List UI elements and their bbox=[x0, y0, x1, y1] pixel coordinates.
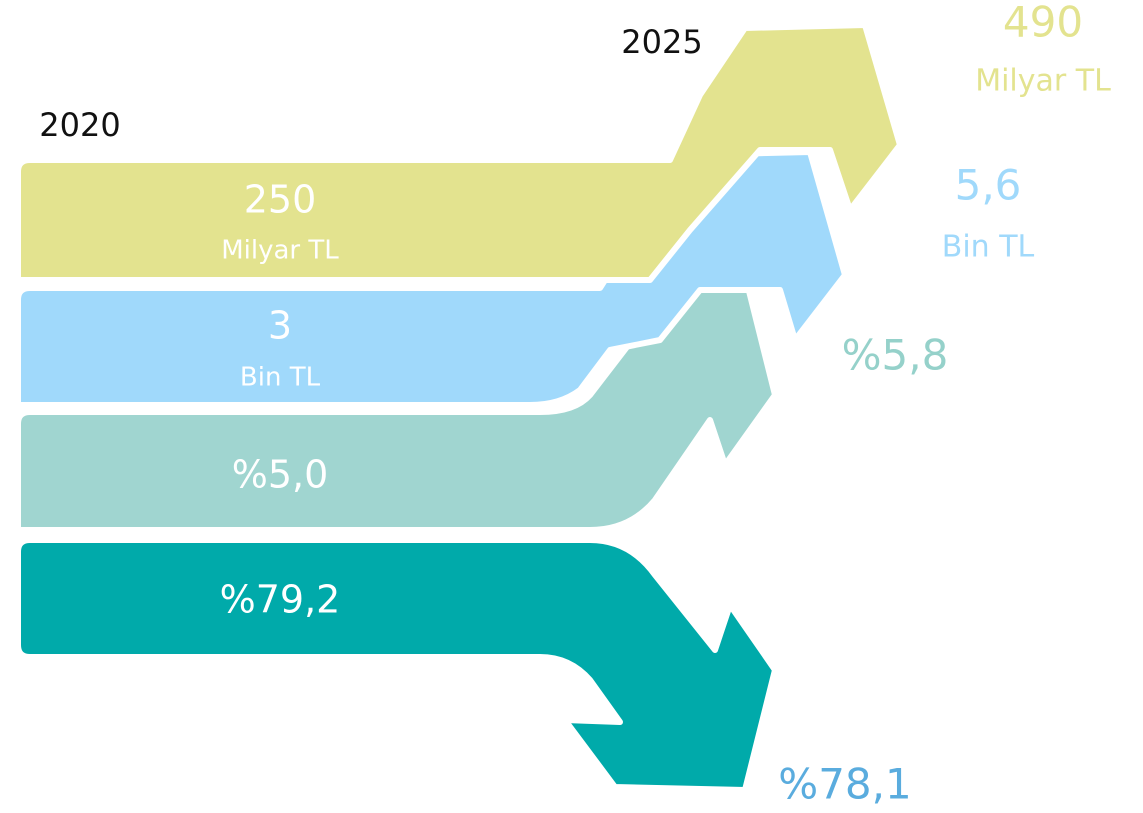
end-value: %5,8 bbox=[842, 331, 949, 380]
start-value: %79,2 bbox=[220, 578, 341, 622]
end-value: 490 bbox=[1003, 0, 1083, 47]
end-year: 2025 bbox=[621, 23, 702, 61]
start-value: %5,0 bbox=[232, 453, 329, 497]
start-value: 250 bbox=[244, 178, 317, 222]
end-unit: Milyar TL bbox=[975, 64, 1111, 99]
start-unit: Milyar TL bbox=[221, 236, 339, 266]
start-unit: Bin TL bbox=[240, 363, 321, 393]
start-year: 2020 bbox=[39, 106, 120, 144]
end-unit: Bin TL bbox=[942, 230, 1035, 265]
band-arrow bbox=[15, 537, 778, 793]
end-value: 5,6 bbox=[955, 161, 1022, 210]
band-arrow bbox=[15, 22, 903, 283]
start-value: 3 bbox=[268, 304, 292, 348]
band-arrow bbox=[15, 149, 848, 408]
end-value: %78,1 bbox=[778, 760, 911, 809]
